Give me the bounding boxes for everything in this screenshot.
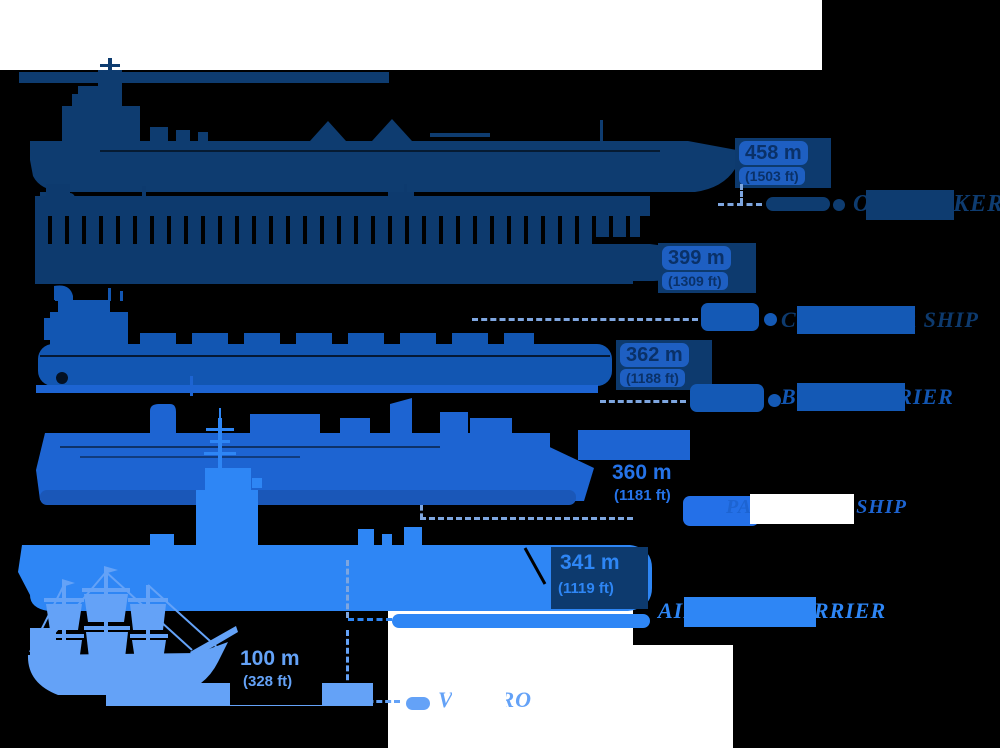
sailing-ship-leader-dashes — [332, 700, 400, 703]
passenger-ship-length-ft: (1181 ft) — [614, 487, 671, 504]
passenger-ship-length-m: 360 m — [612, 461, 672, 484]
container-ship-length-m: 399 m — [662, 246, 731, 270]
sailing-ship-length-m: 100 m — [240, 647, 300, 670]
oil-tanker-leader-dashes — [718, 203, 762, 206]
sailing-ship-leader-block — [406, 697, 430, 710]
white-background-bottom-right-b — [388, 645, 733, 748]
sailing-ship-length-ft: (328 ft) — [243, 673, 293, 690]
bulk-carrier-length-m: 362 m — [620, 343, 689, 367]
oil-tanker-label-cover — [866, 190, 954, 220]
oil-tanker-leader-vertical — [740, 184, 743, 204]
aircraft-carrier-length-m: 341 m — [560, 551, 620, 574]
sailing-ship-label-cover — [452, 685, 506, 715]
bulk-carrier-measurement: 362 m (1188 ft) — [616, 340, 712, 390]
container-ship-measurement: 399 m (1309 ft) — [658, 243, 756, 293]
aircraft-carrier-measurement-box — [551, 547, 648, 609]
sailing-ship-measurement-box — [230, 643, 322, 705]
white-background-top — [0, 0, 822, 70]
aircraft-carrier-length-ft: (1119 ft) — [558, 580, 614, 597]
oil-tanker-leader-dot — [833, 199, 845, 211]
passenger-ship-silhouette — [36, 376, 690, 505]
oil-tanker-leader-block — [766, 197, 830, 211]
container-ship-leader-dot — [764, 313, 777, 326]
passenger-ship-leader-dot — [712, 512, 723, 523]
oil-tanker-length-m: 458 m — [739, 141, 808, 165]
container-ship-leader-dashes — [472, 318, 698, 321]
oil-tanker-length-ft: (1503 ft) — [739, 167, 805, 185]
bulk-carrier-leader-block — [690, 384, 764, 412]
container-ship-length-ft: (1309 ft) — [662, 272, 728, 290]
passenger-ship-label-cover — [750, 494, 854, 524]
container-ship-leader-block — [701, 303, 759, 331]
oil-tanker-measurement: 458 m (1503 ft) — [735, 138, 831, 188]
aircraft-carrier-leader-dashes — [348, 618, 392, 621]
aircraft-carrier-leader-vertical — [346, 560, 349, 618]
bulk-carrier-label-cover — [797, 383, 905, 411]
aircraft-carrier-leader-strip — [392, 614, 650, 628]
aircraft-carrier-silhouette — [18, 408, 652, 611]
oil-tanker-silhouette — [19, 58, 742, 204]
passenger-ship-leader-vertical — [420, 505, 423, 519]
sailing-ship-leader-vertical — [346, 630, 349, 698]
passenger-ship-leader-dashes — [420, 517, 633, 520]
bulk-carrier-length-ft: (1188 ft) — [620, 369, 685, 387]
aircraft-carrier-label-cover — [684, 597, 816, 627]
container-ship-label-cover — [797, 306, 915, 334]
container-ship-silhouette — [35, 184, 710, 286]
bulk-carrier-leader-dot — [768, 394, 781, 407]
bulk-carrier-leader-dashes — [600, 400, 686, 403]
bulk-carrier-silhouette — [38, 285, 612, 386]
